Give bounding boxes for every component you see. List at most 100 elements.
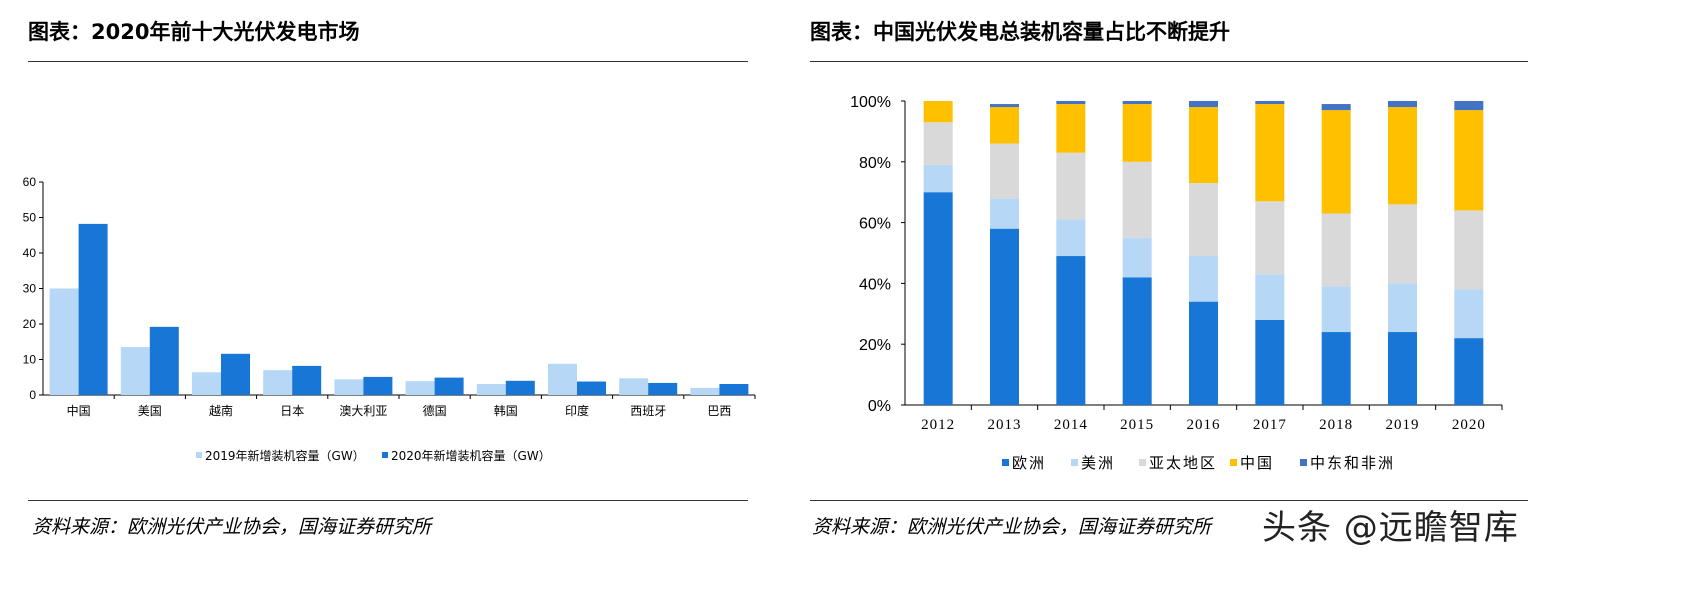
- left-y-tick-label: 20: [23, 317, 37, 331]
- left-source-note: 资料来源：欧洲光伏产业协会，国海证券研究所: [32, 516, 432, 538]
- right-bar-2018-欧洲: [1321, 332, 1351, 405]
- right-bar-2020-亚太地区: [1454, 210, 1484, 290]
- left-x-tick-label: 越南: [209, 403, 233, 418]
- left-y-tick-label: 0: [29, 388, 36, 402]
- left-bar-美国-2019: [120, 347, 150, 395]
- watermark: 头条 @远瞻智库: [1262, 508, 1519, 548]
- right-bar-2019-欧洲: [1388, 332, 1417, 405]
- right-bar-2015-欧洲: [1122, 277, 1152, 405]
- right-legend-swatch: [1002, 459, 1009, 466]
- right-bar-2018-中东和非洲: [1321, 104, 1351, 111]
- left-y-tick-label: 30: [23, 282, 37, 296]
- right-legend-swatch: [1139, 459, 1146, 466]
- right-bar-2019-中东和非洲: [1388, 101, 1417, 108]
- left-bar-德国-2020: [434, 377, 464, 395]
- right-bar-2020-中国: [1454, 110, 1484, 211]
- right-legend-label: 中东和非洲: [1310, 454, 1395, 472]
- left-bar-澳大利亚-2019: [334, 379, 364, 395]
- left-title-divider: [28, 61, 748, 62]
- right-bar-2013-欧洲: [990, 228, 1019, 405]
- left-bar-中国-2020: [78, 223, 108, 395]
- left-x-tick-label: 美国: [138, 404, 162, 418]
- left-bar-澳大利亚-2020: [363, 376, 393, 395]
- left-legend-label: 2019年新增装机容量（GW）: [205, 448, 365, 463]
- right-bar-2012-欧洲: [923, 192, 953, 405]
- right-legend-swatch: [1300, 459, 1307, 466]
- right-legend-label: 中国: [1240, 454, 1274, 472]
- right-bar-2015-中东和非洲: [1122, 101, 1152, 105]
- right-chart-title: 图表：中国光伏发电总装机容量占比不断提升: [810, 20, 1230, 44]
- left-bar-西班牙-2020: [648, 382, 678, 395]
- left-y-tick-label: 60: [23, 175, 37, 189]
- right-bar-2019-亚太地区: [1388, 204, 1417, 284]
- right-y-tick-label: 100%: [850, 94, 891, 111]
- left-bar-韩国-2019: [476, 383, 506, 395]
- right-bar-2016-美洲: [1189, 256, 1218, 302]
- left-x-tick-label: 澳大利亚: [339, 404, 387, 418]
- left-legend-label: 2020年新增装机容量（GW）: [391, 448, 551, 463]
- right-bar-2018-美洲: [1321, 286, 1351, 333]
- left-y-tick-label: 50: [23, 211, 37, 225]
- right-legend-swatch: [1230, 459, 1237, 466]
- right-bar-2018-中国: [1321, 110, 1351, 214]
- right-x-tick-label: 2014: [1054, 417, 1088, 433]
- right-bar-2014-美洲: [1056, 219, 1086, 257]
- right-y-tick-label: 0%: [868, 398, 891, 415]
- right-bar-2015-中国: [1122, 104, 1152, 162]
- right-x-tick-label: 2012: [921, 417, 955, 433]
- left-bar-日本-2019: [263, 370, 293, 395]
- right-bar-2020-欧洲: [1454, 338, 1484, 405]
- right-bar-2016-中国: [1189, 107, 1218, 184]
- left-bar-德国-2019: [405, 381, 435, 395]
- left-chart-title: 图表：2020年前十大光伏发电市场: [28, 20, 360, 44]
- left-x-tick-label: 中国: [67, 403, 91, 418]
- left-bar-美国-2020: [149, 326, 179, 395]
- right-title-divider: [810, 61, 1528, 62]
- left-bar-越南-2020: [221, 353, 250, 395]
- right-x-tick-label: 2019: [1386, 417, 1420, 433]
- right-y-tick-label: 60%: [859, 216, 891, 233]
- right-bar-2016-欧洲: [1189, 301, 1218, 405]
- left-x-tick-label: 印度: [565, 403, 589, 418]
- right-bar-2014-欧洲: [1056, 256, 1086, 405]
- left-bar-巴西-2019: [690, 387, 720, 395]
- right-bar-2012-中国: [923, 101, 953, 123]
- right-bar-2018-亚太地区: [1321, 213, 1351, 287]
- left-bar-西班牙-2019: [619, 378, 649, 395]
- left-bar-巴西-2020: [719, 383, 749, 395]
- left-y-tick-label: 10: [23, 353, 37, 367]
- left-x-tick-label: 韩国: [494, 403, 518, 418]
- left-legend-swatch: [196, 452, 202, 458]
- left-legend-swatch: [382, 452, 388, 458]
- right-bar-2013-中国: [990, 107, 1019, 144]
- right-source-divider: [810, 500, 1528, 501]
- right-x-tick-label: 2018: [1319, 417, 1353, 433]
- right-x-tick-label: 2016: [1187, 417, 1221, 433]
- left-x-tick-label: 西班牙: [630, 404, 666, 418]
- left-bar-印度-2019: [548, 363, 577, 395]
- right-bar-2016-亚太地区: [1189, 183, 1218, 257]
- right-legend-swatch: [1071, 459, 1078, 466]
- right-legend-label: 欧洲: [1012, 454, 1046, 472]
- left-bar-韩国-2020: [505, 380, 535, 395]
- right-bar-2016-中东和非洲: [1189, 101, 1218, 108]
- right-bar-2017-中东和非洲: [1255, 101, 1285, 105]
- right-source-note: 资料来源：欧洲光伏产业协会，国海证券研究所: [812, 516, 1212, 538]
- right-bar-2013-美洲: [990, 198, 1019, 229]
- right-bar-2017-中国: [1255, 104, 1285, 202]
- right-bar-2014-中国: [1056, 104, 1086, 153]
- left-bar-中国-2019: [49, 288, 79, 395]
- right-bar-2019-美洲: [1388, 283, 1417, 333]
- left-source-divider: [28, 500, 748, 501]
- right-y-tick-label: 20%: [859, 337, 891, 354]
- left-x-tick-label: 巴西: [707, 404, 731, 418]
- left-bar-日本-2020: [292, 365, 322, 395]
- right-legend-label: 亚太地区: [1149, 454, 1217, 472]
- right-bar-2014-中东和非洲: [1056, 101, 1086, 105]
- right-x-tick-label: 2020: [1452, 417, 1486, 433]
- left-x-tick-label: 德国: [423, 403, 447, 418]
- right-bar-2017-欧洲: [1255, 319, 1285, 405]
- right-bar-2015-美洲: [1122, 237, 1152, 278]
- right-bar-2013-亚太地区: [990, 143, 1019, 199]
